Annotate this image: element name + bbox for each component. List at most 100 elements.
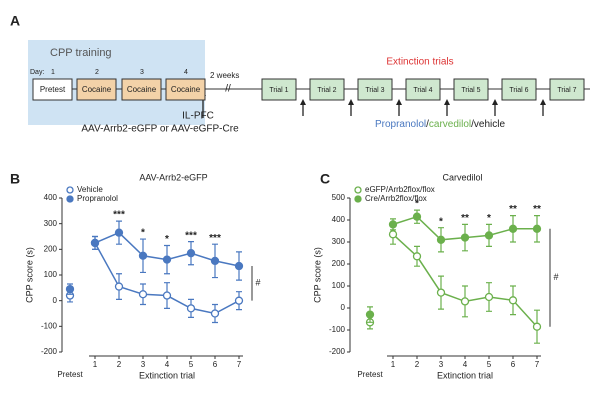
arrow-head bbox=[300, 99, 306, 105]
y-tick-label: 500 bbox=[332, 193, 346, 202]
y-tick-label: 300 bbox=[332, 237, 346, 246]
significance-star: *** bbox=[209, 233, 221, 244]
data-point bbox=[138, 251, 148, 260]
data-point bbox=[162, 255, 172, 264]
y-tick-label: -200 bbox=[41, 347, 58, 356]
y-tick-label: 200 bbox=[44, 244, 58, 253]
significance-star: * bbox=[439, 216, 443, 227]
y-tick-label: 300 bbox=[44, 219, 58, 228]
y-tick-label: 100 bbox=[44, 270, 58, 279]
data-point bbox=[365, 310, 375, 319]
y-tick-label: 0 bbox=[341, 303, 346, 312]
data-point bbox=[234, 296, 244, 305]
significance-star: * bbox=[415, 199, 419, 210]
legend-label: Vehicle bbox=[77, 185, 103, 194]
training-box bbox=[76, 78, 117, 101]
x-axis-label: Extinction trial bbox=[437, 370, 493, 380]
trial-label: Trial 6 bbox=[509, 87, 528, 94]
x-tick-label: 7 bbox=[237, 360, 242, 369]
data-point bbox=[65, 284, 75, 294]
chart-title: Carvedilol bbox=[442, 172, 482, 182]
data-point bbox=[484, 231, 494, 240]
panel-label: B bbox=[10, 171, 20, 187]
data-point bbox=[234, 261, 244, 271]
trial-box bbox=[357, 78, 393, 101]
trial-label: Trial 3 bbox=[365, 87, 384, 94]
x-tick-label: 4 bbox=[165, 360, 170, 369]
treatment-part: Propranolol bbox=[375, 119, 426, 130]
trial-box bbox=[549, 78, 585, 101]
data-point bbox=[210, 309, 220, 318]
data-point bbox=[508, 224, 518, 233]
break-mark: // bbox=[225, 84, 231, 95]
data-point bbox=[388, 230, 398, 239]
injection-site: IL-PFC bbox=[182, 111, 214, 122]
x-tick-label: 4 bbox=[463, 360, 468, 369]
y-tick-label: -100 bbox=[41, 321, 58, 330]
data-point bbox=[484, 292, 494, 302]
arrow-head bbox=[540, 99, 546, 105]
y-tick-label: 100 bbox=[332, 281, 346, 290]
day-label: Day: bbox=[30, 69, 44, 76]
x-tick-label: Pretest bbox=[57, 370, 83, 379]
training-label: CPP training bbox=[50, 47, 112, 59]
arrow-head bbox=[492, 99, 498, 105]
data-point bbox=[90, 238, 100, 248]
arrow-head bbox=[396, 99, 402, 105]
x-tick-label: 3 bbox=[141, 360, 146, 369]
trial-box bbox=[501, 78, 537, 101]
x-tick-label: 5 bbox=[189, 360, 194, 369]
trial-label: Trial 1 bbox=[269, 87, 288, 94]
extinction-label: Extinction trials bbox=[386, 57, 453, 68]
data-point bbox=[186, 304, 196, 313]
data-point bbox=[388, 220, 398, 229]
x-tick-label: 6 bbox=[511, 360, 516, 369]
day-number: 3 bbox=[140, 69, 144, 76]
box-label: Cocaine bbox=[82, 85, 112, 94]
significance-star: *** bbox=[113, 210, 125, 221]
data-point bbox=[114, 228, 124, 237]
data-point bbox=[186, 249, 196, 258]
legend-label: eGFP/Arrb2flox/flox bbox=[365, 185, 435, 194]
x-tick-label: 6 bbox=[213, 360, 218, 369]
data-point bbox=[138, 290, 148, 299]
data-point bbox=[460, 297, 470, 306]
trial-box bbox=[261, 78, 297, 101]
y-tick-label: -100 bbox=[329, 325, 346, 334]
chart-title: AAV-Arrb2-eGFP bbox=[139, 172, 207, 182]
x-tick-label: Pretest bbox=[357, 370, 383, 379]
treatment-part: / bbox=[426, 119, 429, 130]
data-point bbox=[460, 233, 470, 242]
treatment-part: carvedilol bbox=[429, 119, 471, 130]
data-point bbox=[162, 291, 172, 300]
significance-mark: # bbox=[553, 272, 558, 282]
legend-marker bbox=[354, 186, 362, 194]
legend-marker bbox=[66, 186, 74, 194]
gap-label: 2 weeks bbox=[210, 71, 239, 80]
trial-label: Trial 7 bbox=[557, 87, 576, 94]
training-box bbox=[32, 78, 73, 101]
data-point bbox=[532, 224, 542, 233]
significance-star: ** bbox=[461, 213, 469, 224]
significance-star: ** bbox=[509, 204, 517, 215]
data-point bbox=[412, 252, 422, 261]
significance-star: ** bbox=[533, 204, 541, 215]
box-label: Pretest bbox=[40, 85, 66, 94]
x-tick-label: 2 bbox=[415, 360, 420, 369]
data-point bbox=[532, 322, 542, 331]
box-label: Cocaine bbox=[127, 85, 157, 94]
trial-box bbox=[309, 78, 345, 101]
y-tick-label: 400 bbox=[44, 193, 58, 202]
trial-label: Trial 5 bbox=[461, 87, 480, 94]
data-point bbox=[114, 282, 124, 291]
legend-label: Propranolol bbox=[77, 194, 118, 203]
significance-mark: # bbox=[255, 278, 260, 288]
y-tick-label: 200 bbox=[332, 259, 346, 268]
x-axis-label: Extinction trial bbox=[139, 370, 195, 380]
day-number: 2 bbox=[95, 69, 99, 76]
x-tick-label: 5 bbox=[487, 360, 492, 369]
y-tick-label: 0 bbox=[53, 296, 58, 305]
y-tick-label: -200 bbox=[329, 347, 346, 356]
training-box bbox=[165, 78, 206, 101]
